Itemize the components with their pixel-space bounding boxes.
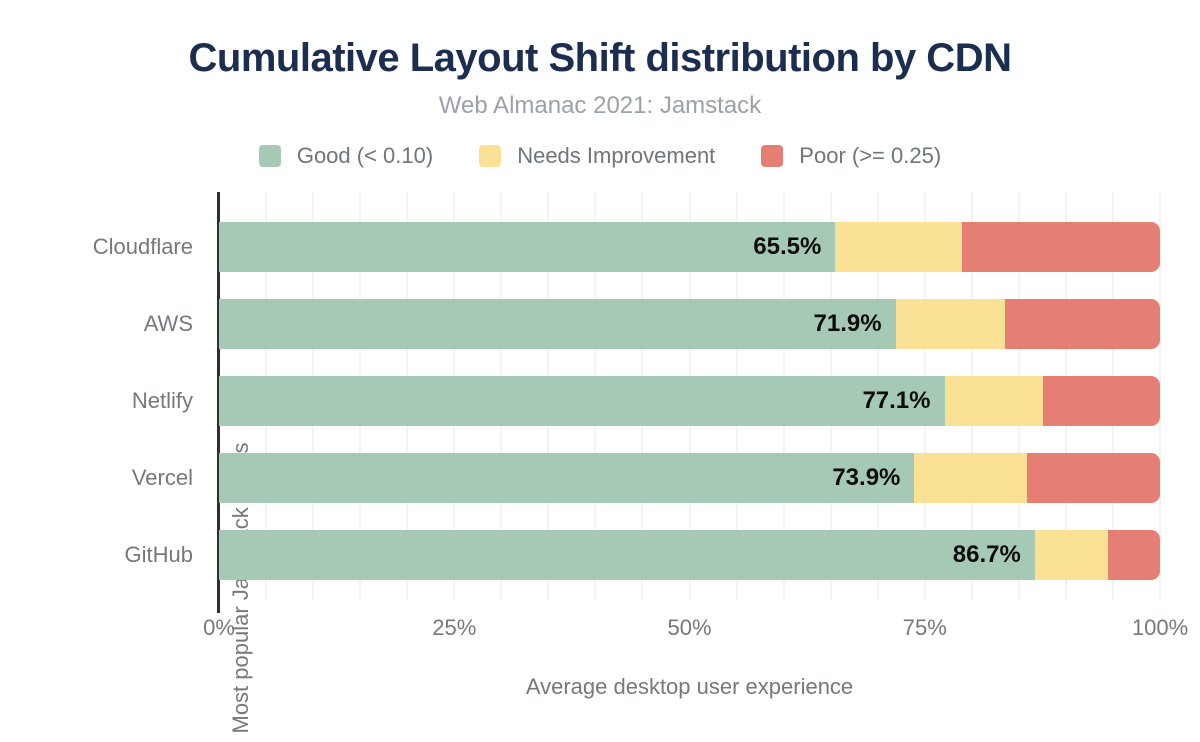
- bar-segment-needs-improvement: [944, 376, 1044, 426]
- x-axis-title: Average desktop user experience: [525, 674, 854, 699]
- bar-row: 73.9%: [219, 453, 1160, 503]
- x-tick-label: 50%: [667, 615, 712, 640]
- chart-subtitle: Web Almanac 2021: Jamstack: [438, 92, 762, 119]
- category-label: GitHub: [124, 542, 193, 567]
- bar-value-label: 86.7%: [952, 541, 1021, 568]
- bar-segment-poor: [1108, 530, 1160, 580]
- bar-value-label: 65.5%: [753, 233, 822, 260]
- legend-label: Good (< 0.10): [296, 143, 434, 168]
- bar-value-label: 71.9%: [813, 310, 882, 337]
- bar-segment-good: 65.5%: [219, 222, 836, 272]
- bar-segment-poor: [1004, 299, 1160, 349]
- bar-value-label: 77.1%: [862, 387, 931, 414]
- category-label: Netlify: [131, 388, 193, 413]
- legend-item-needs-improvement: Needs Improvement: [479, 143, 715, 169]
- chart-legend: Good (< 0.10) Needs Improvement Poor (>= 0…: [0, 141, 1200, 171]
- legend-item-good: Good (< 0.10): [258, 143, 434, 169]
- x-tick-label: 0%: [203, 615, 235, 640]
- x-tick-label: 100%: [1131, 615, 1189, 640]
- bar-segment-good: 73.9%: [219, 453, 915, 503]
- bar-segment-good: 77.1%: [219, 376, 945, 426]
- legend-swatch-good: [258, 145, 281, 167]
- bar-segment-needs-improvement: [1034, 530, 1109, 580]
- bar-row: 77.1%: [219, 376, 1160, 426]
- bar-segment-poor: [962, 222, 1160, 272]
- bar-segment-good: 71.9%: [219, 299, 896, 349]
- bar-row: 65.5%: [219, 222, 1160, 272]
- category-label: Vercel: [131, 465, 193, 490]
- plot-area: Most popular Jamstack CDNs 65.5% 71.9% 77.…: [219, 192, 1161, 734]
- legend-item-poor: Poor (>= 0.25): [761, 143, 941, 169]
- legend-swatch-needs-improvement: [479, 145, 502, 167]
- category-label: Cloudflare: [92, 234, 193, 259]
- legend-swatch-poor: [761, 145, 784, 167]
- x-tick-label: 75%: [902, 615, 947, 640]
- legend-label: Needs Improvement: [517, 143, 716, 168]
- bar-value-label: 73.9%: [832, 464, 901, 491]
- bar-segment-needs-improvement: [914, 453, 1028, 503]
- chart-title: Cumulative Layout Shift distribution by …: [188, 36, 1012, 80]
- category-label: AWS: [143, 311, 193, 336]
- bar-row: 86.7%: [219, 530, 1160, 580]
- y-axis-line: [217, 192, 220, 613]
- x-tick-label: 25%: [432, 615, 477, 640]
- bar-segment-needs-improvement: [895, 299, 1005, 349]
- bar-row: 71.9%: [219, 299, 1160, 349]
- bar-segment-good: 86.7%: [219, 530, 1035, 580]
- bar-segment-poor: [1027, 453, 1160, 503]
- legend-label: Poor (>= 0.25): [799, 143, 942, 168]
- bar-segment-poor: [1043, 376, 1160, 426]
- bar-segment-needs-improvement: [835, 222, 963, 272]
- gridline: [1159, 192, 1161, 600]
